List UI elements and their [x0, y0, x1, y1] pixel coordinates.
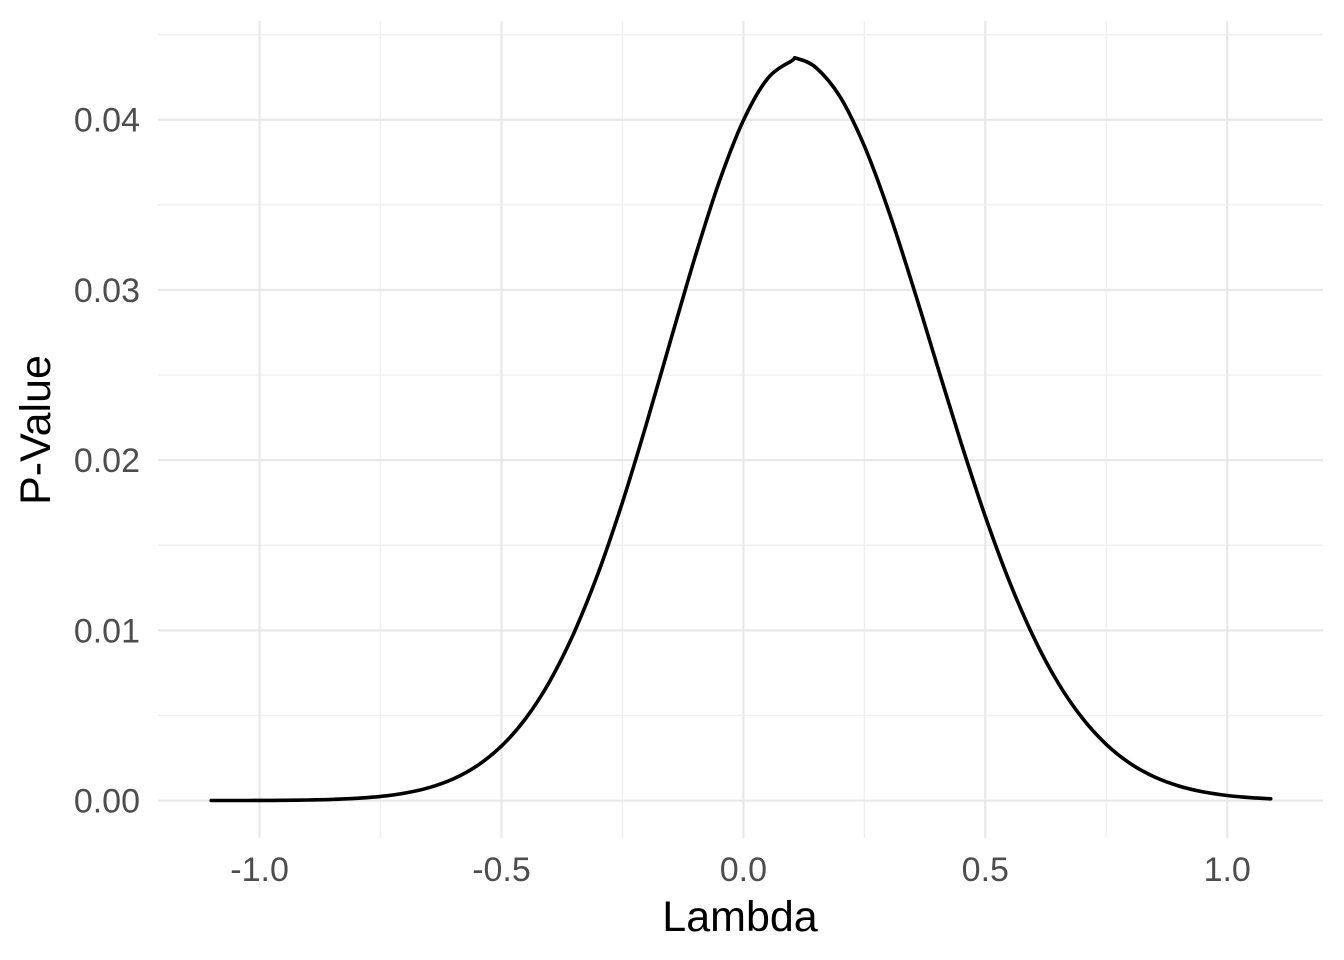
- x-tick-label: -1.0: [230, 851, 289, 889]
- y-tick-label: 0.00: [74, 783, 140, 821]
- y-tick-label: 0.04: [74, 102, 140, 140]
- p-value-curve: [209, 55, 1273, 803]
- y-axis-tick-labels: 0.00 0.01 0.02 0.03 0.04: [74, 102, 140, 821]
- x-tick-label: -0.5: [472, 851, 531, 889]
- x-tick-label: 1.0: [1204, 851, 1251, 889]
- y-axis-title: P-Value: [12, 355, 60, 505]
- y-tick-label: 0.03: [74, 272, 140, 310]
- x-axis-title: Lambda: [662, 893, 817, 941]
- x-axis-tick-labels: -1.0 -0.5 0.0 0.5 1.0: [230, 851, 1251, 889]
- x-tick-label: 0.5: [962, 851, 1009, 889]
- x-tick-label: 0.0: [720, 851, 767, 889]
- minor-gridlines: [158, 21, 1323, 838]
- y-tick-label: 0.02: [74, 442, 140, 480]
- major-gridlines: [158, 21, 1323, 838]
- y-tick-label: 0.01: [74, 612, 140, 650]
